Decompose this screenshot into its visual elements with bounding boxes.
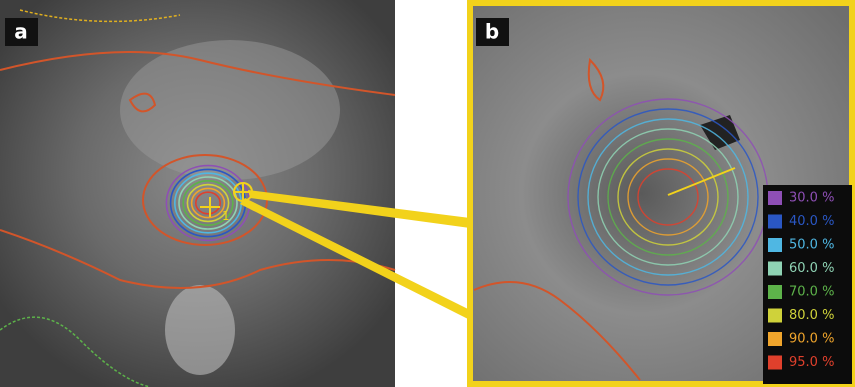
legend-label: 95.0 % — [789, 355, 834, 370]
legend-swatch — [768, 215, 782, 229]
panel-b: b 30.0 % 40.0 % 50.0 % 60.0 % 70.0 % 80.0 % 90… — [470, 3, 852, 384]
legend-swatch — [768, 285, 782, 299]
bone — [165, 285, 235, 375]
legend-swatch — [768, 356, 782, 370]
legend-label: 90.0 % — [789, 332, 834, 347]
legend-label: 70.0 % — [789, 285, 834, 300]
legend-label: 30.0 % — [789, 191, 834, 206]
legend-swatch — [768, 262, 782, 276]
legend-label: 80.0 % — [789, 308, 834, 323]
legend-label: 40.0 % — [789, 214, 834, 229]
legend-label: 60.0 % — [789, 261, 834, 276]
page: 1 a b 30.0 % 40.0 % 50.0 % 60.0 % 70.0 % 80.0… — [0, 0, 855, 387]
legend-swatch — [768, 332, 782, 346]
panel-label: a — [14, 20, 28, 44]
legend-swatch — [768, 191, 782, 205]
legend-swatch — [768, 238, 782, 252]
figure: 1 a b 30.0 % 40.0 % 50.0 % 60.0 % 70.0 % 80.0… — [0, 0, 855, 387]
panel-label: b — [485, 20, 499, 44]
marker-label: 1 — [222, 209, 230, 223]
legend-swatch — [768, 309, 782, 323]
panel-a: 1 a — [0, 0, 395, 387]
legend-label: 50.0 % — [789, 238, 834, 253]
